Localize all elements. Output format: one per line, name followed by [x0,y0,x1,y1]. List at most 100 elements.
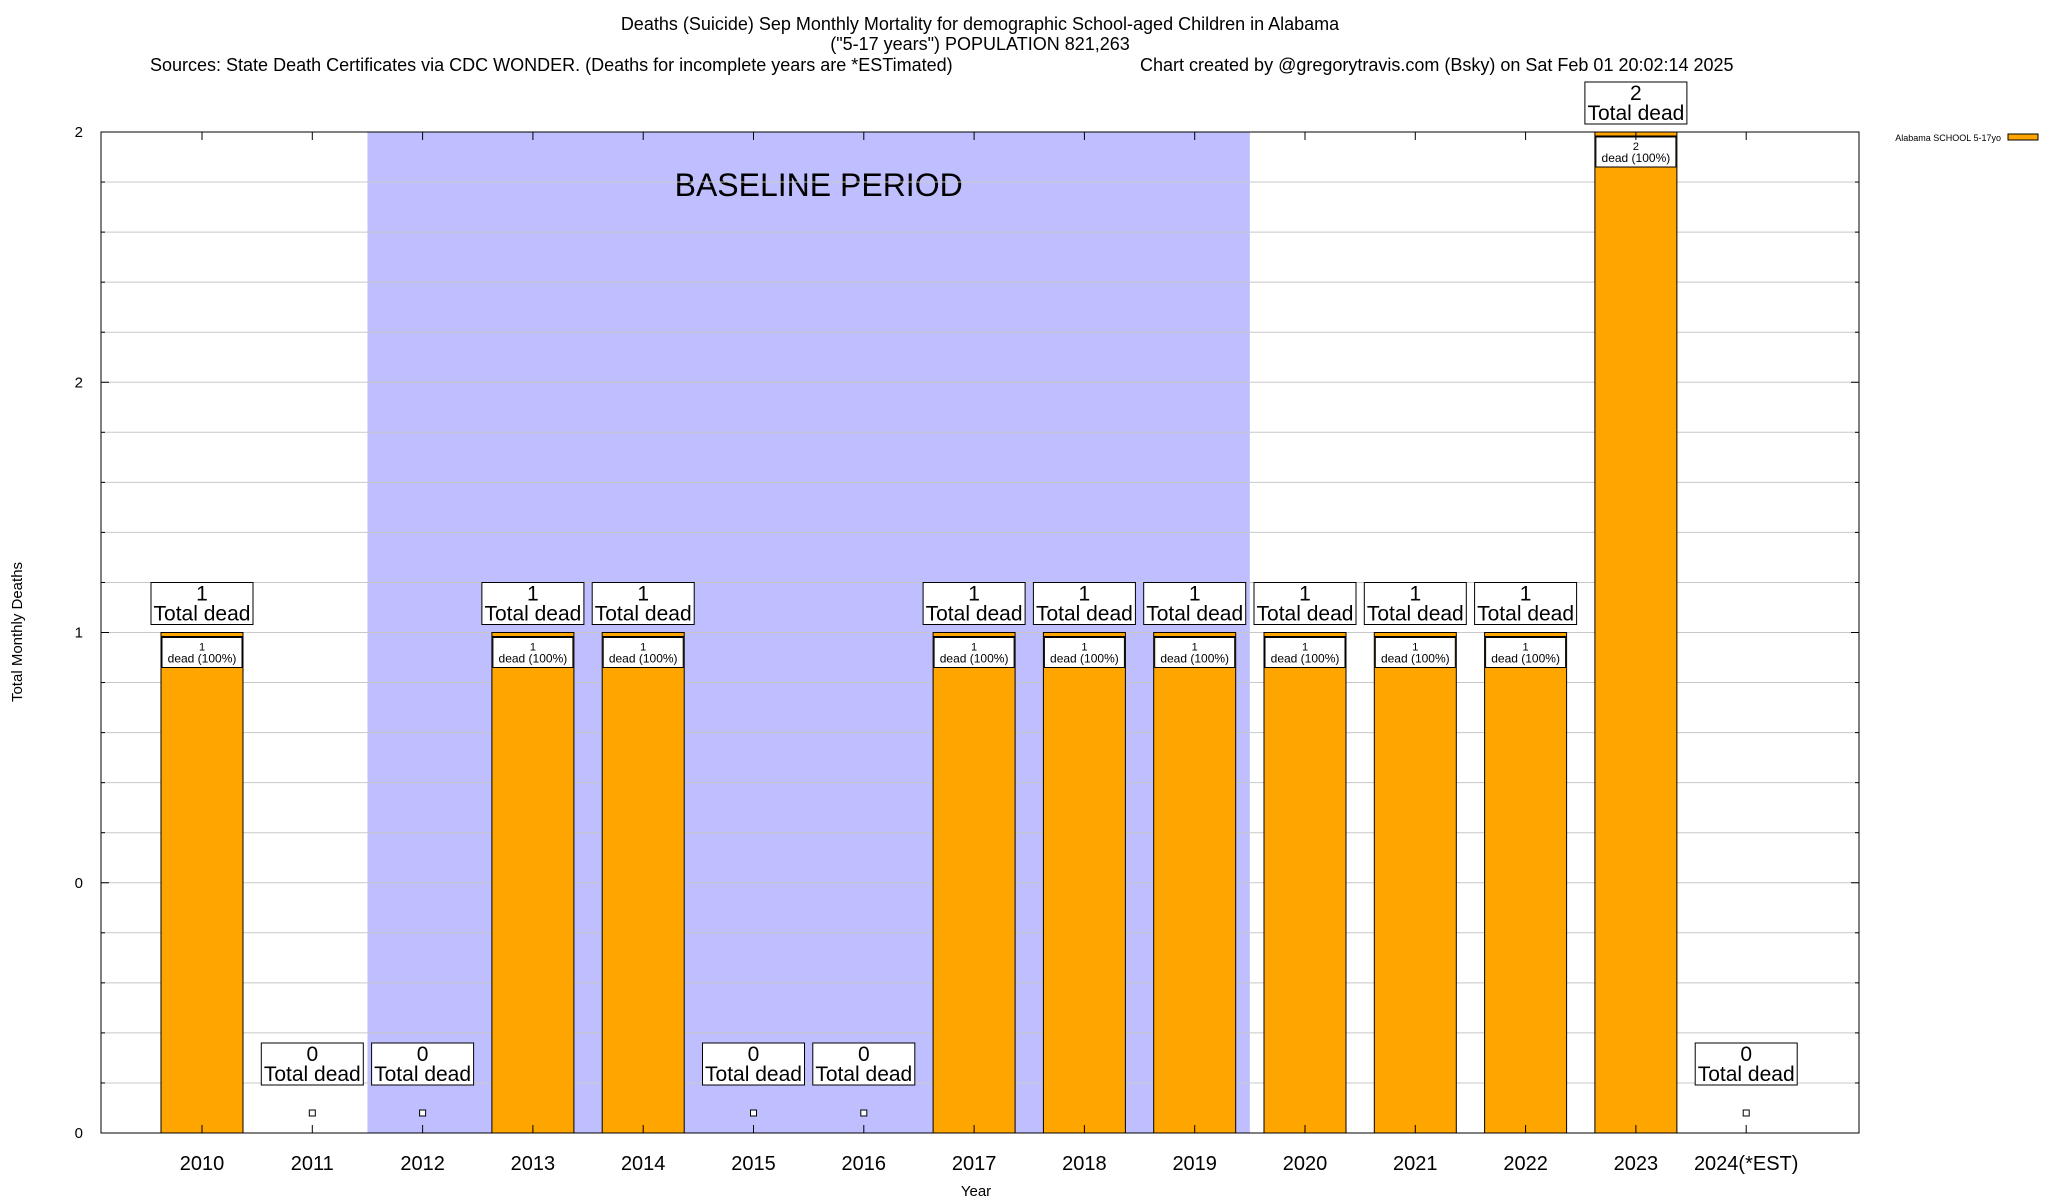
bar-data-label-count: 1 [1412,642,1418,654]
x-tick-label: 2017 [952,1153,997,1175]
total-label-box [1474,582,1578,625]
total-label-box [481,582,585,625]
total-label-text: Total dead [1587,102,1684,125]
total-label-box [1363,582,1467,625]
x-tick-label: 2013 [511,1153,556,1175]
bar [601,632,685,1134]
total-label-count: 1 [1409,583,1421,606]
bar-data-label-count: 1 [1081,642,1087,654]
zero-bar-marker [308,1109,316,1117]
total-label-count: 1 [637,583,649,606]
chart-subtitle: ("5-17 years") POPULATION 821,263 [830,34,1130,54]
total-label-count: 1 [527,583,539,606]
total-label-count: 1 [1299,583,1311,606]
bar-data-label-box [161,637,243,668]
bar-data-label-box [1374,637,1456,668]
total-label-count: 0 [858,1043,870,1066]
total-label-box [702,1042,805,1086]
bar-data-label-count: 1 [1192,642,1198,654]
bar-data-label-box [1485,637,1567,668]
total-label-count: 1 [1079,583,1091,606]
y-tick-label: 2 [75,374,83,391]
total-label-count: 0 [1740,1043,1752,1066]
total-label-box [922,582,1026,625]
bar-data-label-count: 1 [199,642,205,654]
bar-data-label-count: 1 [1523,642,1529,654]
bar [1153,632,1237,1134]
total-label-box [1032,582,1136,625]
x-tick-label: 2024(*EST) [1694,1153,1799,1175]
total-label-text: Total dead [1367,603,1464,626]
zero-bar-marker [419,1109,427,1117]
chart-credit: Chart created by @gregorytravis.com (Bsk… [1140,55,1734,75]
bar-data-label-count: 2 [1633,141,1639,153]
total-label-box [371,1042,475,1086]
x-tick-label: 2022 [1503,1153,1548,1175]
total-label-text: Total dead [154,603,251,626]
bar-data-label-pct: dead (100%) [499,652,568,666]
total-label-box [150,582,254,625]
total-label-text: Total dead [484,603,581,626]
bar-data-label-pct: dead (100%) [1050,652,1119,666]
legend-label: Alabama SCHOOL 5-17yo [1895,133,2001,143]
total-label-text: Total dead [374,1063,471,1086]
bar [1594,131,1678,1134]
total-label-count: 1 [1520,583,1532,606]
x-axis-label: Year [961,1183,991,1200]
total-label-text: Total dead [264,1063,361,1086]
total-label-count: 2 [1630,82,1642,105]
bar-data-label-pct: dead (100%) [168,652,237,666]
bar-data-label-box [1264,637,1346,668]
total-label-text: Total dead [1036,603,1133,626]
total-label-text: Total dead [705,1063,802,1086]
bar-data-label-pct: dead (100%) [1491,652,1560,666]
x-tick-label: 2020 [1283,1153,1328,1175]
total-label-box [812,1042,916,1086]
x-tick-label: 2015 [731,1153,776,1175]
total-label-text: Total dead [1146,603,1243,626]
total-label-count: 0 [748,1043,760,1066]
x-tick-label: 2019 [1172,1153,1217,1175]
y-tick-label: 0 [75,875,83,892]
total-label-box [260,1042,364,1086]
zero-bar-marker [860,1109,868,1117]
total-label-count: 1 [196,583,208,606]
total-label-text: Total dead [1257,603,1354,626]
chart-title: Deaths (Suicide) Sep Monthly Mortality f… [620,14,1340,34]
total-label-count: 0 [306,1043,318,1066]
total-label-box [591,582,695,625]
y-tick-label: 2 [75,124,83,141]
x-tick-label: 2016 [842,1153,887,1175]
x-tick-label: 2011 [291,1153,334,1175]
y-tick-label: 0 [75,1125,83,1142]
bar [1263,632,1347,1134]
total-label-box [1253,582,1357,625]
x-tick-label: 2021 [1393,1153,1438,1175]
y-axis-label: Total Monthly Deaths [9,562,26,702]
total-label-text: Total dead [1698,1063,1795,1086]
bar [1484,632,1568,1134]
total-label-box [1584,81,1688,125]
total-label-text: Total dead [1477,603,1574,626]
total-label-count: 0 [417,1043,429,1066]
bar [932,632,1016,1134]
bar [1373,632,1457,1134]
bar-data-label-pct: dead (100%) [940,652,1009,666]
bar-data-label-count: 1 [1302,642,1308,654]
x-tick-label: 2014 [621,1153,666,1175]
bar [160,632,244,1134]
bar-data-label-count: 1 [530,642,536,654]
bar-data-label-box [602,637,684,668]
total-label-box [1694,1042,1798,1086]
x-tick-label: 2010 [180,1153,225,1175]
bar-data-label-count: 1 [971,642,977,654]
total-label-box [1143,582,1247,625]
bar-data-label-box [492,637,574,668]
chart-sources: Sources: State Death Certificates via CD… [150,55,953,75]
x-tick-label: 2018 [1062,1153,1107,1175]
x-tick-label: 2012 [400,1153,445,1175]
total-label-count: 1 [968,583,980,606]
zero-bar-marker [750,1109,757,1117]
bar-data-label-box [1154,637,1236,668]
